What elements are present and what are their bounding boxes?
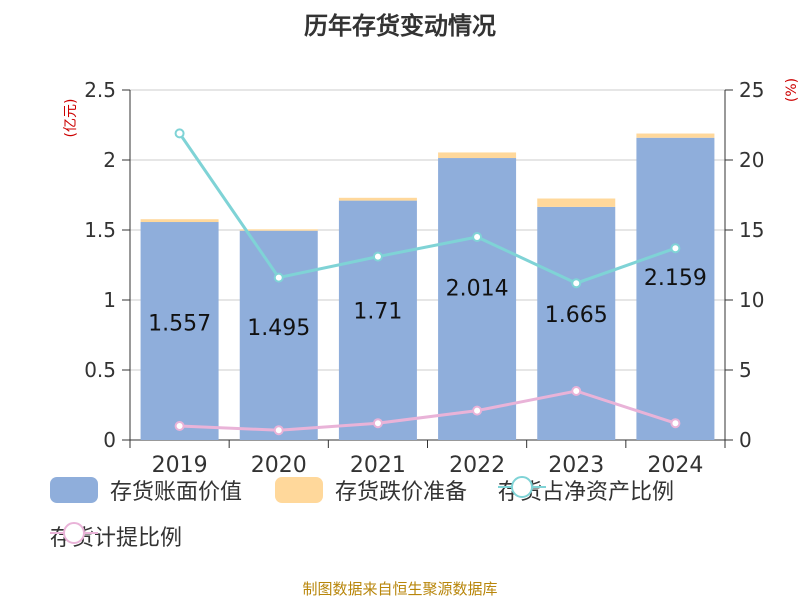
legend-swatch-inventory-book-value (50, 477, 98, 503)
y-right-tick-label: 5 (739, 358, 752, 382)
bar-data-label: 1.665 (545, 303, 608, 328)
bar-inventory-book-value (636, 137, 715, 441)
legend-label-inventory-impairment: 存货跌价准备 (335, 480, 468, 505)
data-source-note: 制图数据来自恒生聚源数据库 (302, 580, 498, 598)
point-inventory-provision-ratio (571, 386, 582, 396)
x-tick-label: 2019 (152, 453, 208, 478)
bar-inventory-impairment (338, 197, 417, 201)
point-inventory-net-asset-ratio (174, 128, 185, 139)
x-tick-label: 2020 (251, 453, 307, 478)
point-inventory-provision-ratio (372, 418, 383, 429)
bar-inventory-impairment (140, 219, 219, 223)
bar-inventory-impairment (636, 133, 715, 138)
line-inventory-net-asset-ratio (178, 132, 676, 285)
y-left-tick-label: 0.5 (84, 358, 116, 382)
bar-data-label: 2.159 (644, 266, 707, 291)
point-inventory-net-asset-ratio (670, 243, 681, 254)
y-left-tick-label: 2 (103, 148, 116, 172)
y-right-tick-label: 15 (739, 218, 764, 242)
legend-item-inventory-provision-ratio[interactable]: 存货计提比例 (50, 520, 182, 552)
bar-inventory-book-value (438, 158, 517, 441)
y-right-tick-label: 20 (739, 148, 764, 172)
y-left-tick-label: 2.5 (84, 78, 116, 102)
y-right-tick-label: 0 (739, 428, 752, 452)
bar-inventory-impairment (239, 229, 318, 231)
y-left-axis-label: (亿元) (63, 99, 79, 138)
bar-inventory-impairment (537, 198, 616, 207)
legend-line-icon-provision-ratio (50, 522, 98, 544)
y-right-tick-label: 25 (739, 78, 764, 102)
line-inventory-provision-ratio (179, 389, 676, 432)
chart-title: 历年存货变动情况 (304, 12, 496, 40)
x-tick-label: 2023 (548, 453, 604, 478)
y-left-tick-label: 1.5 (84, 218, 116, 242)
point-inventory-provision-ratio (174, 421, 185, 431)
bar-data-label: 1.495 (247, 316, 310, 341)
point-inventory-net-asset-ratio (472, 232, 483, 242)
x-tick-label: 2022 (449, 453, 505, 478)
legend-item-inventory-book-value[interactable]: 存货账面价值 (50, 474, 242, 506)
legend-label-inventory-book-value: 存货账面价值 (110, 480, 243, 505)
point-inventory-provision-ratio (670, 418, 681, 429)
point-inventory-provision-ratio (273, 425, 284, 436)
bar-inventory-impairment (438, 152, 517, 159)
y-right-axis-label: (%) (784, 78, 800, 102)
x-tick-label: 2024 (647, 453, 703, 478)
point-inventory-provision-ratio (472, 405, 483, 416)
y-left-tick-label: 0 (103, 428, 116, 452)
bar-data-label: 1.557 (148, 311, 211, 336)
bar-data-label: 1.71 (353, 300, 402, 325)
point-inventory-net-asset-ratio (571, 278, 582, 289)
y-right-tick-label: 10 (739, 288, 764, 312)
bar-inventory-book-value (338, 200, 417, 440)
point-inventory-net-asset-ratio (372, 251, 383, 262)
x-tick-label: 2021 (350, 453, 406, 478)
legend-line-icon-net-asset-ratio (498, 476, 546, 498)
y-left-tick-label: 1 (103, 288, 116, 312)
point-inventory-net-asset-ratio (273, 272, 284, 283)
bar-inventory-book-value (537, 206, 616, 440)
legend-swatch-inventory-impairment (275, 477, 323, 503)
bar-data-label: 2.014 (446, 277, 509, 302)
bar-inventory-book-value (239, 230, 318, 440)
bar-inventory-book-value (140, 222, 219, 440)
legend-item-inventory-net-asset-ratio[interactable]: 存货占净资产比例 (498, 474, 674, 506)
legend-item-inventory-impairment[interactable]: 存货跌价准备 (275, 474, 467, 506)
